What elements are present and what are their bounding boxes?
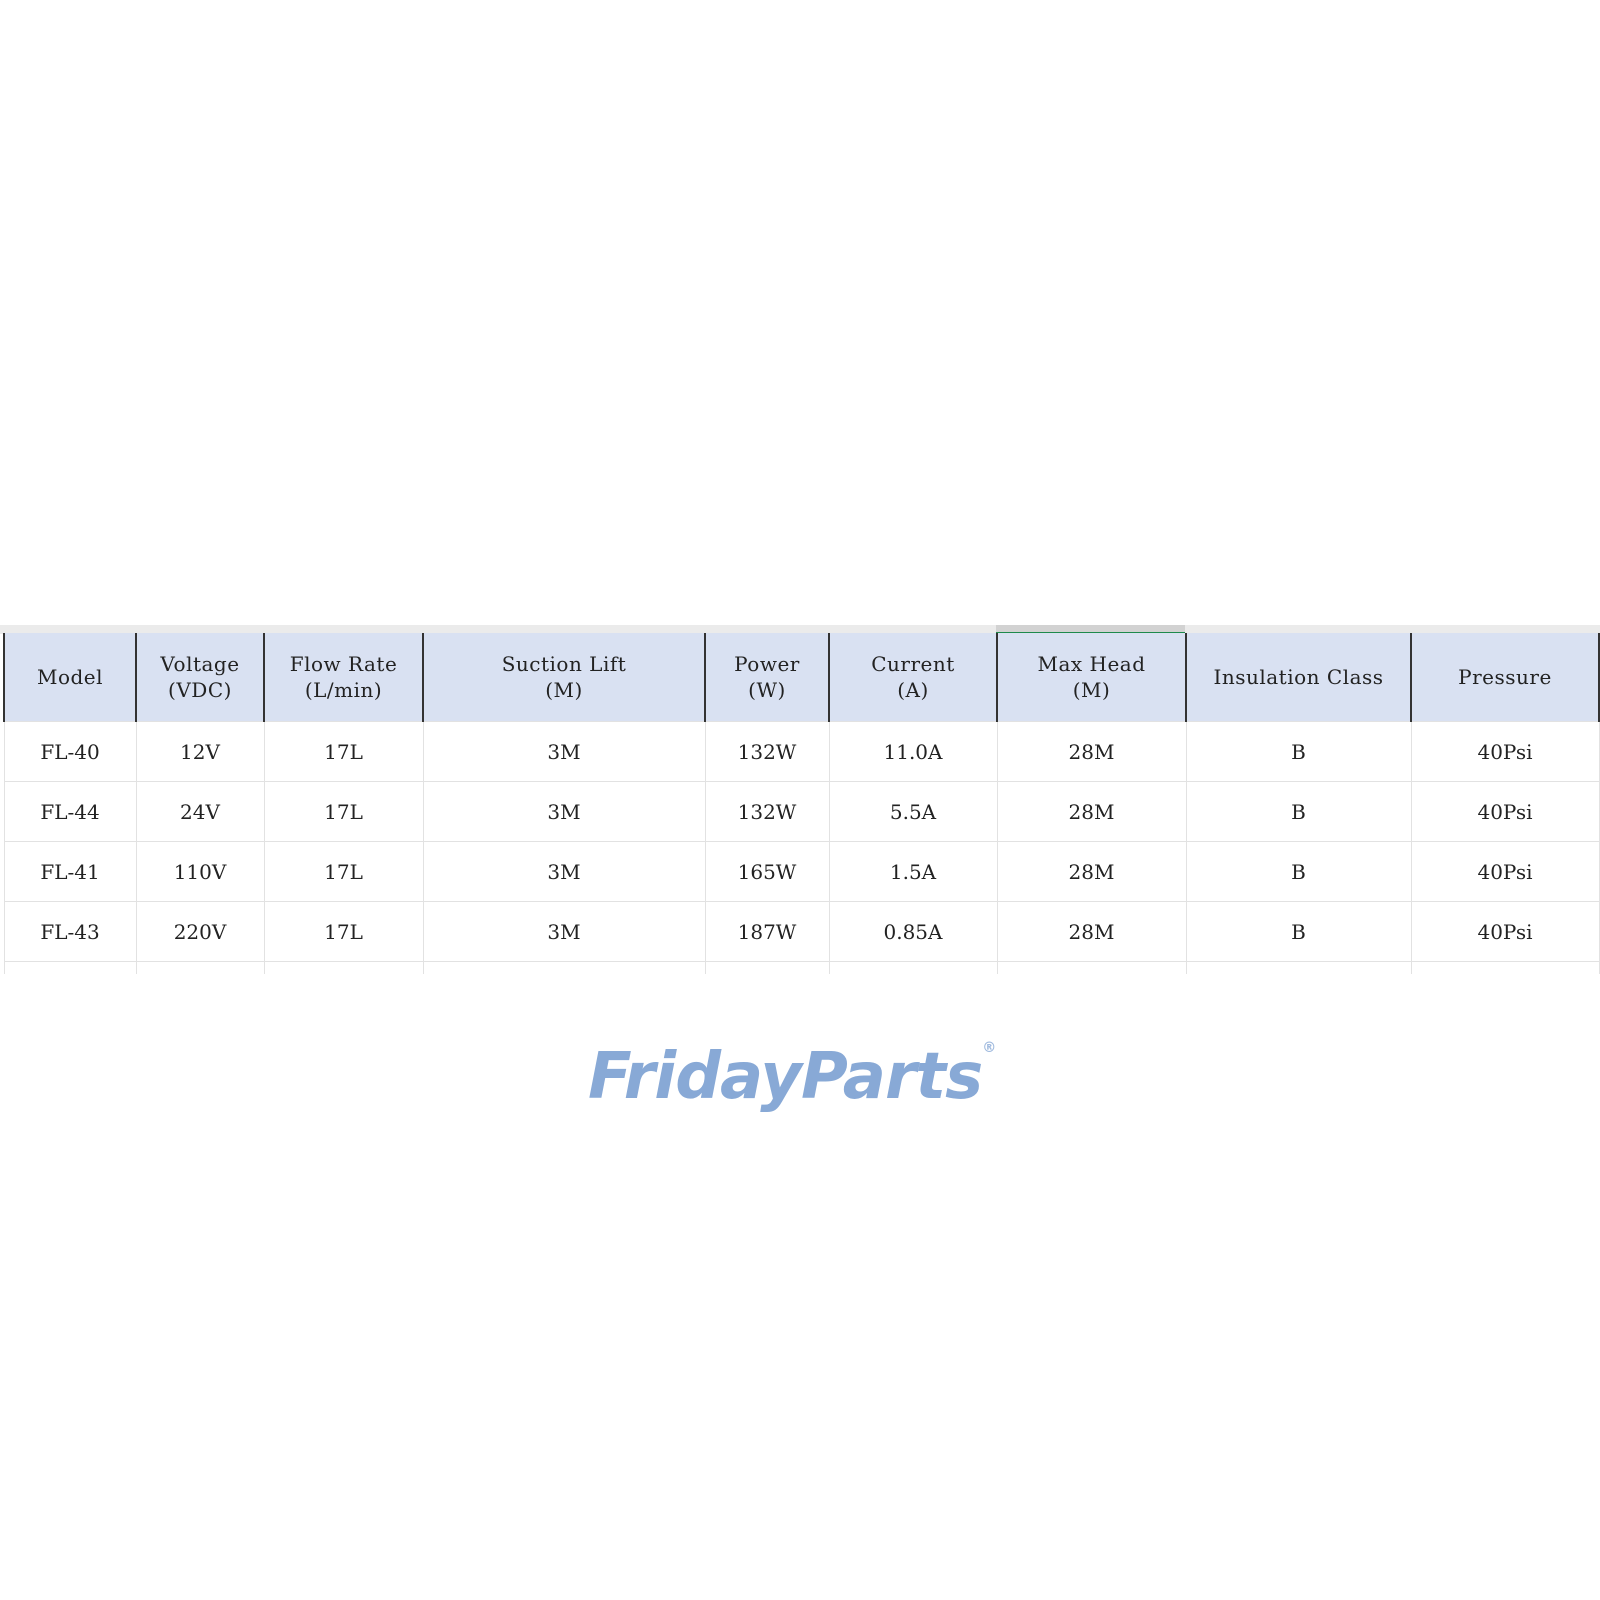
watermark-text-friday: Friday: [588, 1040, 802, 1114]
column-header-label: Flow Rate: [289, 652, 398, 676]
table-cell[interactable]: 3M: [422, 721, 706, 782]
table-cell[interactable]: 220V: [135, 901, 265, 962]
header-row: Model Voltage (VDC) Flow Rate (L/min) Suction…: [3, 633, 1600, 722]
watermark-text-parts: Parts: [800, 1040, 983, 1114]
table-cell[interactable]: 3M: [422, 841, 706, 902]
empty-cell[interactable]: [3, 961, 137, 974]
table-row: FL-40 12V 17L 3M 132W 11.0A 28M B 40Psi: [3, 721, 1600, 782]
empty-row: [3, 961, 1600, 974]
table-cell[interactable]: 11.0A: [828, 721, 998, 782]
table-cell[interactable]: 0.85A: [828, 901, 998, 962]
table-cell[interactable]: 12V: [135, 721, 265, 782]
table-cell[interactable]: 17L: [263, 721, 424, 782]
column-header-unit: (VDC): [168, 678, 232, 702]
column-header-label: Current: [871, 652, 955, 676]
empty-cell[interactable]: [1185, 961, 1412, 974]
table-row: FL-44 24V 17L 3M 132W 5.5A 28M B 40Psi: [3, 781, 1600, 842]
empty-cell[interactable]: [996, 961, 1187, 974]
column-header[interactable]: Flow Rate (L/min): [263, 633, 424, 722]
column-header-label: Model: [36, 665, 104, 689]
table-cell[interactable]: 28M: [996, 781, 1187, 842]
column-header[interactable]: Insulation Class: [1185, 633, 1412, 722]
watermark-logo: FridayParts®: [588, 1040, 996, 1114]
table-cell[interactable]: 40Psi: [1410, 841, 1600, 902]
column-header[interactable]: Max Head (M): [996, 633, 1187, 722]
table-cell[interactable]: 17L: [263, 901, 424, 962]
table-cell[interactable]: 40Psi: [1410, 901, 1600, 962]
column-header-label: Voltage: [160, 652, 240, 676]
table-cell[interactable]: FL-44: [3, 781, 137, 842]
table-row: FL-43 220V 17L 3M 187W 0.85A 28M B 40Psi: [3, 901, 1600, 962]
empty-cell[interactable]: [1410, 961, 1600, 974]
column-header[interactable]: Suction Lift (M): [422, 633, 706, 722]
spec-table: Model Voltage (VDC) Flow Rate (L/min) Suction…: [3, 633, 1600, 974]
table-cell[interactable]: 28M: [996, 841, 1187, 902]
column-header[interactable]: Model: [3, 633, 137, 722]
column-header-label: Max Head: [1037, 652, 1146, 676]
table-cell[interactable]: 3M: [422, 781, 706, 842]
empty-cell[interactable]: [828, 961, 998, 974]
empty-cell[interactable]: [135, 961, 265, 974]
table-cell[interactable]: 110V: [135, 841, 265, 902]
column-header-unit: (M): [545, 678, 583, 702]
empty-cell[interactable]: [263, 961, 424, 974]
table-cell[interactable]: 132W: [704, 781, 830, 842]
table-cell[interactable]: B: [1185, 901, 1412, 962]
column-header[interactable]: Pressure: [1410, 633, 1600, 722]
table-cell[interactable]: B: [1185, 721, 1412, 782]
registered-mark: ®: [982, 1040, 996, 1056]
column-header[interactable]: Voltage (VDC): [135, 633, 265, 722]
table-cell[interactable]: 24V: [135, 781, 265, 842]
empty-cell[interactable]: [704, 961, 830, 974]
table-row: FL-41 110V 17L 3M 165W 1.5A 28M B 40Psi: [3, 841, 1600, 902]
table-cell[interactable]: 40Psi: [1410, 721, 1600, 782]
column-header[interactable]: Current (A): [828, 633, 998, 722]
empty-cell[interactable]: [422, 961, 706, 974]
table-cell[interactable]: 28M: [996, 901, 1187, 962]
column-header-label: Power: [734, 652, 800, 676]
column-header-label: Insulation Class: [1213, 665, 1384, 689]
column-header-unit: (M): [1072, 678, 1111, 702]
table-cell[interactable]: B: [1185, 781, 1412, 842]
column-header-label: Pressure: [1458, 665, 1552, 689]
table-cell[interactable]: 5.5A: [828, 781, 998, 842]
table-cell[interactable]: B: [1185, 841, 1412, 902]
table-cell[interactable]: 40Psi: [1410, 781, 1600, 842]
table-cell[interactable]: 17L: [263, 781, 424, 842]
table-cell[interactable]: 28M: [996, 721, 1187, 782]
table-cell[interactable]: 165W: [704, 841, 830, 902]
table-cell[interactable]: 132W: [704, 721, 830, 782]
table-cell[interactable]: FL-41: [3, 841, 137, 902]
column-header-unit: (W): [748, 678, 786, 702]
table-cell[interactable]: FL-40: [3, 721, 137, 782]
table-cell[interactable]: FL-43: [3, 901, 137, 962]
column-header[interactable]: Power (W): [704, 633, 830, 722]
column-header-unit: (L/min): [304, 678, 383, 702]
table-cell[interactable]: 17L: [263, 841, 424, 902]
table-cell[interactable]: 3M: [422, 901, 706, 962]
column-header-label: Suction Lift: [501, 652, 627, 676]
column-header-strip: [0, 625, 1600, 634]
column-header-unit: (A): [897, 678, 929, 702]
table-cell[interactable]: 187W: [704, 901, 830, 962]
table-cell[interactable]: 1.5A: [828, 841, 998, 902]
